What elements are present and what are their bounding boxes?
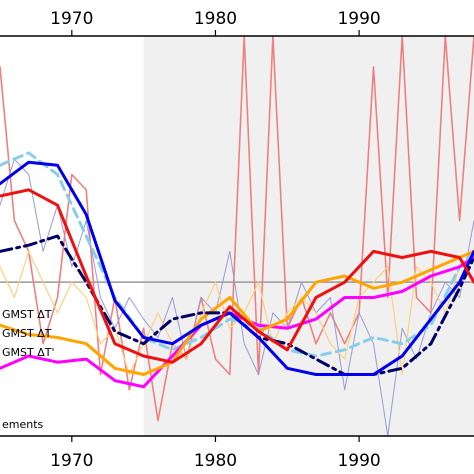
legend-entry-1: GMST ΔT [2, 308, 52, 321]
legend-entry-2: GMST ΔT [2, 327, 52, 340]
legend: GMST ΔT GMST ΔT GMST ΔT' ements [2, 308, 54, 431]
plot-area [0, 36, 474, 436]
bottom-tick-label-1970: 1970 [50, 451, 93, 471]
bottom-tick-label-1990: 1990 [337, 451, 380, 471]
legend-entry-3: GMST ΔT' [2, 346, 54, 359]
axes: 1970 1970 1980 1980 1990 1990 [0, 9, 474, 471]
shaded-period [143, 36, 474, 436]
top-tick-label-1970: 1970 [50, 9, 93, 29]
series-group [0, 36, 474, 436]
legend-entry-4: ements [2, 418, 44, 431]
series-line-8 [0, 160, 474, 376]
series-line-1 [0, 36, 474, 422]
series-line-6 [0, 249, 474, 376]
series-line-9 [0, 188, 474, 364]
top-tick-label-1980: 1980 [194, 9, 237, 29]
series-line-2 [0, 158, 474, 436]
bottom-tick-label-1980: 1980 [194, 451, 237, 471]
top-tick-label-1990: 1990 [337, 9, 380, 29]
